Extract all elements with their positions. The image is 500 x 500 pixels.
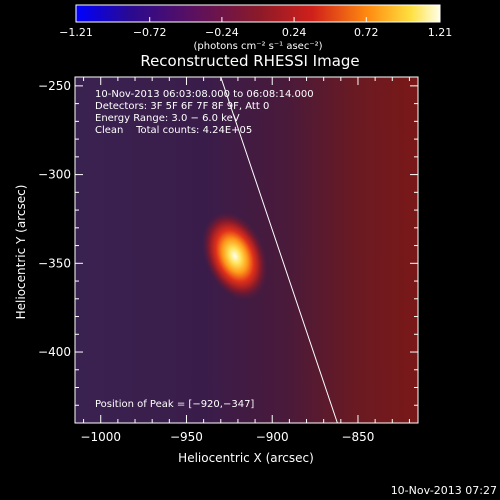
colorbar-tick-label: −0.24 <box>205 26 239 39</box>
x-tick-label: −1000 <box>80 430 121 444</box>
annotation-detectors: Detectors: 3F 5F 6F 7F 8F 9F, Att 0 <box>95 101 269 112</box>
colorbar-tick-label: −0.72 <box>133 26 167 39</box>
y-tick-label: −250 <box>38 79 71 93</box>
colorbar-tick-label: 1.21 <box>428 26 453 39</box>
colorbar-tick-label: −1.21 <box>59 26 93 39</box>
x-tick-label: −900 <box>256 430 289 444</box>
colorbar-units: (photons cm⁻² s⁻¹ asec⁻²) <box>193 41 322 52</box>
colorbar <box>76 5 440 22</box>
x-axis-label: Heliocentric X (arcsec) <box>178 451 314 465</box>
colorbar-tick-label: 0.72 <box>354 26 379 39</box>
colorbar-ticks: −1.21 −0.72 −0.24 0.24 0.72 1.21 <box>59 17 452 39</box>
x-tick-label: −950 <box>170 430 203 444</box>
peak-position-label: Position of Peak = [−920,−347] <box>95 399 254 410</box>
x-axis-ticks: −1000 −950 −900 −850 <box>80 77 410 444</box>
y-axis-label: Heliocentric Y (arcsec) <box>14 185 28 320</box>
x-tick-label: −850 <box>341 430 374 444</box>
annotation-time-range: 10-Nov-2013 06:03:08.000 to 06:08:14.000 <box>95 89 314 100</box>
y-tick-label: −400 <box>38 345 71 359</box>
flare-source <box>202 211 268 301</box>
chart-title: Reconstructed RHESSI Image <box>140 52 359 70</box>
colorbar-tick-label: 0.24 <box>282 26 307 39</box>
y-tick-label: −350 <box>38 256 71 270</box>
plot-area <box>75 77 418 423</box>
plot-frame <box>74 76 419 424</box>
annotation-total-counts: Clean Total counts: 4.24E+05 <box>95 125 252 136</box>
y-axis-ticks: −250 −300 −350 −400 <box>38 79 418 406</box>
y-tick-label: −300 <box>38 168 71 182</box>
colorbar-frame <box>75 4 441 23</box>
solar-limb-line <box>220 77 338 423</box>
plot-timestamp: 10-Nov-2013 07:27 <box>391 484 497 497</box>
annotation-energy-range: Energy Range: 3.0 − 6.0 keV <box>95 113 240 124</box>
